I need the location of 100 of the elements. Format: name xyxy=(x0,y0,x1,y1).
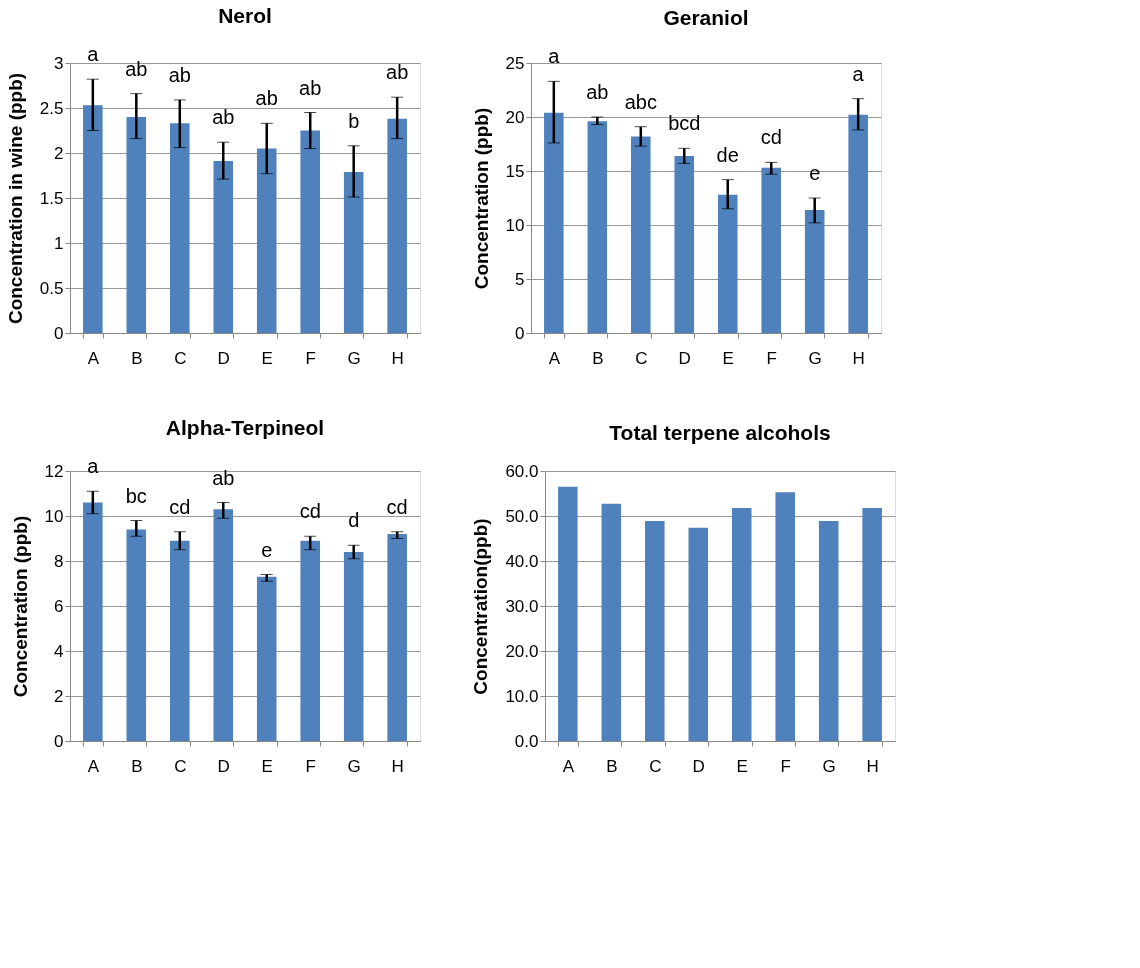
x-tick-label: G xyxy=(347,348,361,368)
y-tick-label: 0 xyxy=(54,731,64,751)
bar xyxy=(818,520,839,741)
y-tick-label: 3 xyxy=(54,53,64,73)
bar xyxy=(83,502,103,741)
x-tick-label: C xyxy=(635,348,648,368)
bar xyxy=(213,509,234,741)
annotation: bcd xyxy=(668,112,701,135)
annotation: ab xyxy=(125,57,148,80)
x-tick-label: C xyxy=(174,756,187,776)
bar xyxy=(544,112,564,333)
chart-title: Geraniol xyxy=(663,6,749,30)
y-tick-label: 4 xyxy=(54,641,64,661)
y-tick-label: 2 xyxy=(54,143,64,163)
bar xyxy=(645,520,665,741)
annotation: cd xyxy=(386,495,408,518)
y-tick-label: 10.0 xyxy=(505,686,539,706)
y-tick-label: 50.0 xyxy=(505,506,539,526)
bar xyxy=(601,503,622,741)
annotation: d xyxy=(348,509,360,532)
x-tick-label: A xyxy=(562,756,575,776)
x-tick-label: G xyxy=(822,756,836,776)
x-tick-label: A xyxy=(87,348,100,368)
bar xyxy=(170,540,190,741)
annotation: ab xyxy=(299,76,322,99)
bar xyxy=(126,117,147,333)
x-tick-label: D xyxy=(692,756,705,776)
chart-title: Total terpene alcohols xyxy=(609,421,831,444)
x-tick-label: B xyxy=(131,348,143,368)
chart-title: Alpha-Terpineol xyxy=(165,416,325,440)
bar xyxy=(674,155,695,333)
bar xyxy=(848,114,868,333)
x-tick-label: G xyxy=(347,756,361,776)
y-tick-label: 0.5 xyxy=(39,278,64,298)
bar xyxy=(256,148,277,333)
x-tick-label: A xyxy=(548,348,561,368)
bar xyxy=(83,105,103,333)
y-tick-label: 0 xyxy=(54,323,64,343)
x-tick-label: B xyxy=(606,756,618,776)
bar xyxy=(731,507,752,741)
x-tick-label: C xyxy=(649,756,662,776)
bar xyxy=(213,161,234,333)
y-tick-label: 20.0 xyxy=(505,641,539,661)
bar xyxy=(387,118,407,333)
x-tick-label: D xyxy=(217,756,230,776)
bar xyxy=(256,576,277,741)
bar xyxy=(717,194,738,333)
x-tick-label: F xyxy=(305,348,316,368)
x-tick-label: D xyxy=(678,348,691,368)
bar xyxy=(631,136,651,333)
y-axis-title: Concentration(ppb) xyxy=(470,518,492,695)
annotation: ab xyxy=(386,61,409,84)
y-tick-label: 10 xyxy=(44,506,64,526)
x-tick-label: F xyxy=(780,756,791,776)
x-tick-label: G xyxy=(808,348,822,368)
chart-title: Nerol xyxy=(218,4,272,28)
x-tick-label: B xyxy=(592,348,604,368)
bar xyxy=(761,167,781,333)
annotation: ab xyxy=(586,81,609,103)
annotation: a xyxy=(548,45,561,68)
x-tick-label: A xyxy=(87,756,100,776)
y-tick-label: 40.0 xyxy=(505,551,539,571)
x-tick-label: E xyxy=(722,348,734,368)
bar xyxy=(688,527,709,741)
annotation: cd xyxy=(299,500,321,523)
annotation: a xyxy=(852,62,865,85)
x-tick-label: E xyxy=(261,756,273,776)
bar xyxy=(300,540,320,741)
x-tick-label: F xyxy=(766,348,777,368)
y-tick-label: 30.0 xyxy=(505,596,539,616)
y-tick-label: 1 xyxy=(54,233,64,253)
x-tick-label: H xyxy=(391,756,404,776)
annotation: ab xyxy=(168,63,191,86)
annotation: bc xyxy=(125,484,147,507)
y-tick-label: 15 xyxy=(505,161,525,181)
annotation: ab xyxy=(212,106,235,129)
x-tick-label: B xyxy=(131,756,143,776)
bar xyxy=(558,486,578,741)
x-tick-label: C xyxy=(174,348,187,368)
annotation: de xyxy=(716,143,739,166)
y-tick-label: 0.0 xyxy=(514,731,539,751)
bar xyxy=(343,171,364,333)
annotation: e xyxy=(809,162,821,184)
x-tick-label: E xyxy=(261,348,273,368)
y-tick-label: 5 xyxy=(515,269,525,289)
bar xyxy=(126,529,147,741)
y-axis-title: Concentration in wine (ppb) xyxy=(4,72,26,325)
y-tick-label: 1.5 xyxy=(39,188,64,208)
y-tick-label: 6 xyxy=(54,596,64,616)
annotation: a xyxy=(87,43,100,66)
bar xyxy=(300,130,320,333)
y-tick-label: 2.5 xyxy=(39,98,64,118)
annotation: abc xyxy=(624,90,657,113)
annotation: e xyxy=(261,538,273,561)
y-tick-label: 10 xyxy=(505,215,525,235)
annotation: cd xyxy=(760,126,782,149)
annotation: ab xyxy=(255,87,278,110)
annotation: ab xyxy=(212,466,235,489)
x-tick-label: H xyxy=(852,348,865,368)
x-tick-label: H xyxy=(866,756,879,776)
